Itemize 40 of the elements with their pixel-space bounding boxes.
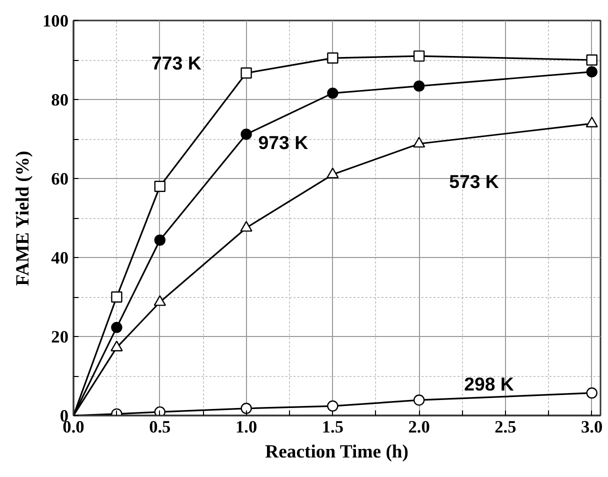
point — [154, 406, 166, 416]
series-label: 973 K — [258, 132, 309, 153]
series-label: 773 K — [152, 52, 202, 74]
series-label: 298 K — [464, 374, 514, 395]
y-tick-label: 60 — [51, 170, 68, 188]
point — [240, 67, 252, 79]
y-tick-label: 40 — [51, 248, 68, 268]
point — [240, 220, 252, 232]
point — [327, 52, 338, 64]
point — [412, 136, 426, 148]
x-tick-label: 2.5 — [494, 418, 517, 436]
point — [154, 295, 166, 306]
point — [110, 340, 123, 352]
x-tick-label: 0.5 — [149, 418, 172, 436]
y-tick-label: 80 — [51, 90, 68, 110]
point — [240, 402, 252, 414]
x-tick-label: 2.0 — [408, 418, 430, 436]
y-tick-label: 20 — [51, 328, 68, 346]
point — [413, 394, 425, 406]
point — [586, 116, 598, 128]
y-axis-title: FAME Yield (%) — [12, 150, 34, 286]
point — [154, 234, 166, 246]
point — [413, 50, 425, 62]
series-label: 573 K — [449, 171, 500, 192]
point — [586, 66, 598, 78]
point — [586, 54, 598, 66]
x-axis-title: Reaction Time (h) — [265, 442, 409, 462]
x-tick-label: 1.0 — [235, 418, 258, 436]
point — [586, 387, 598, 399]
y-tick-label: 100 — [42, 12, 69, 30]
point — [413, 80, 425, 92]
point — [327, 400, 338, 412]
point — [240, 128, 252, 140]
point — [111, 322, 122, 334]
x-tick-label: 3.0 — [581, 418, 603, 436]
point — [154, 180, 166, 192]
point — [326, 168, 339, 178]
point — [327, 88, 338, 99]
x-tick-label: 1.5 — [322, 418, 344, 436]
point — [111, 291, 122, 303]
